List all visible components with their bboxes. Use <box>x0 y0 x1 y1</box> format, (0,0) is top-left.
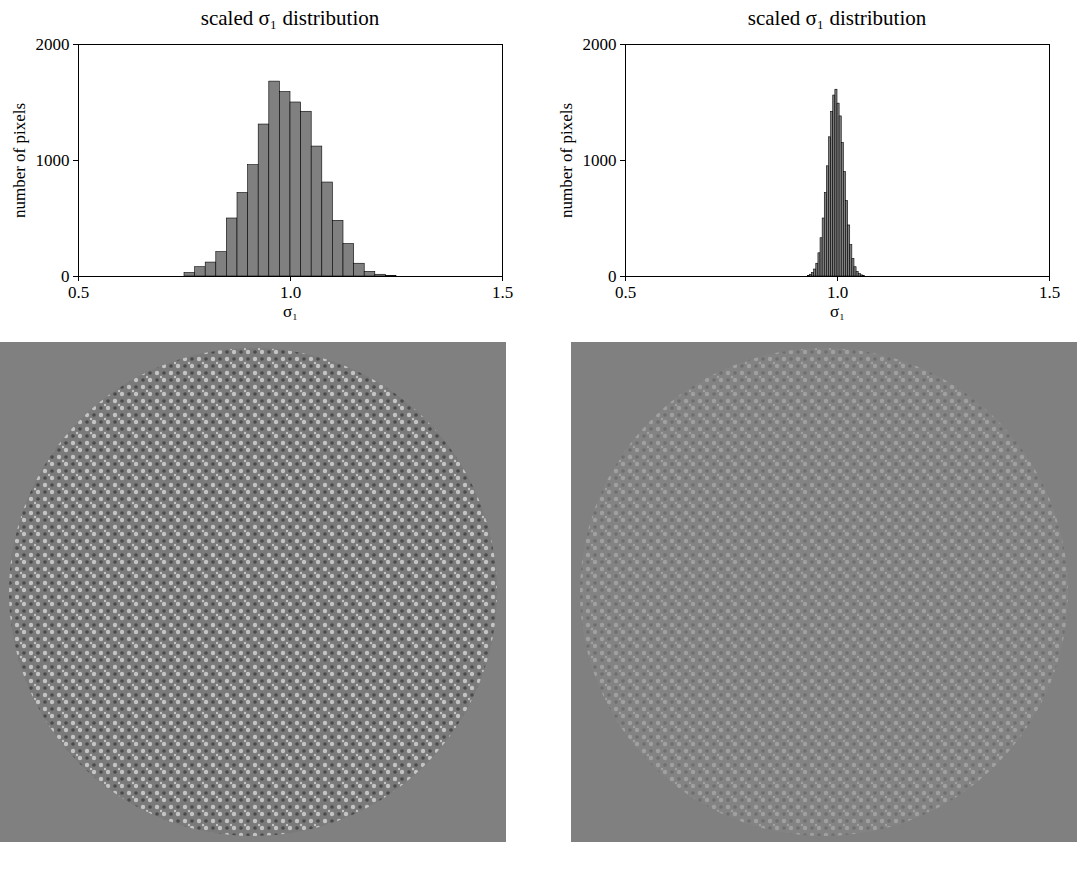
svg-text:0.5: 0.5 <box>68 283 89 302</box>
svg-text:2000: 2000 <box>36 35 70 54</box>
svg-text:1000: 1000 <box>36 151 70 170</box>
svg-text:2000: 2000 <box>583 35 617 54</box>
svg-text:σ₁: σ₁ <box>830 302 845 321</box>
svg-text:1000: 1000 <box>583 151 617 170</box>
svg-text:σ₁: σ₁ <box>283 302 298 321</box>
html-text:scaled σ₁ distribution: scaled σ₁ distribution <box>200 6 380 30</box>
svg-text:1.5: 1.5 <box>492 283 513 302</box>
svg-text:0.5: 0.5 <box>615 283 636 302</box>
svg-text:number of pixels: number of pixels <box>10 103 29 218</box>
svg-text:1.0: 1.0 <box>280 283 301 302</box>
svg-text:number of pixels: number of pixels <box>557 103 576 218</box>
svg-text:1.5: 1.5 <box>1039 283 1060 302</box>
svg-text:0: 0 <box>608 267 617 286</box>
svg-text:0: 0 <box>61 267 70 286</box>
html-text:scaled σ₁ distribution: scaled σ₁ distribution <box>747 6 927 30</box>
svg-text:1.0: 1.0 <box>827 283 848 302</box>
